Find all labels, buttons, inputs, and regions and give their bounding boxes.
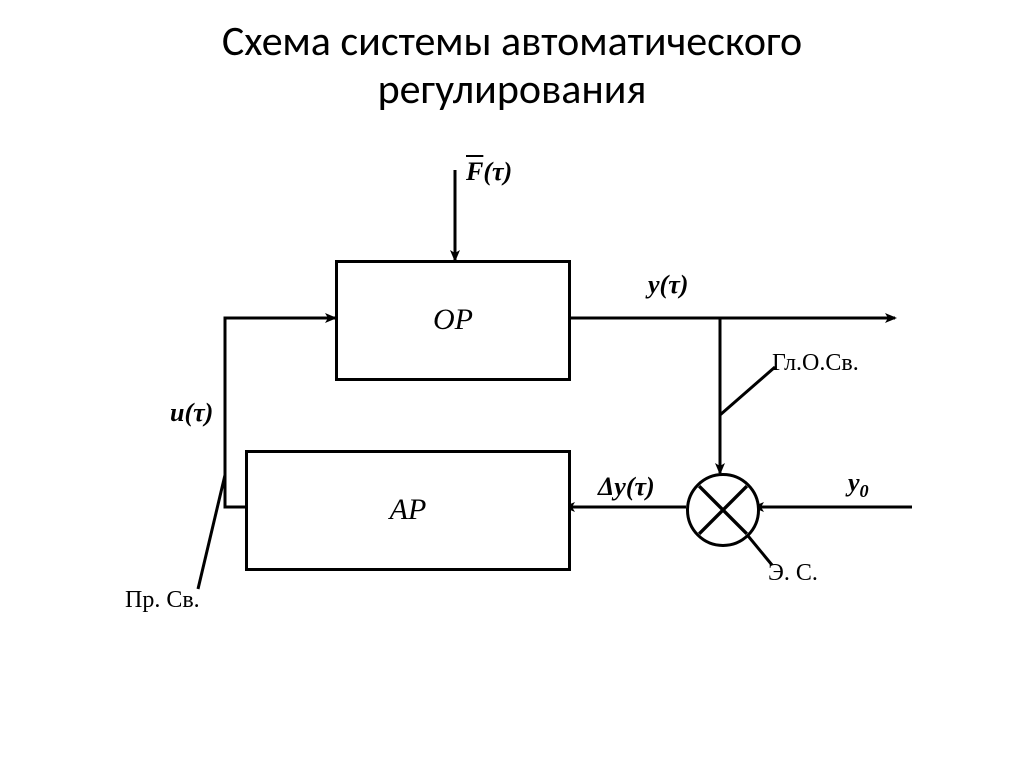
summator-node: [686, 473, 760, 547]
summator-cross-icon: [689, 476, 757, 544]
label-dy-tau: Δy(τ): [598, 472, 655, 502]
title-line-1: Схема системы автоматического: [222, 16, 802, 67]
title-line-2: регулирования: [378, 64, 647, 115]
diagram-stage: ОР АР F(τ) y(τ) u(τ) Δy(τ) y0 Гл.О.Св. П…: [0, 115, 1024, 735]
diagram-wires: [0, 115, 1024, 735]
block-ap-label: АР: [390, 493, 427, 527]
label-y0: y0: [848, 468, 869, 502]
label-f-tau: F(τ): [466, 157, 512, 187]
label-y-tau: y(τ): [648, 270, 688, 300]
wire-leader_pr: [198, 475, 225, 589]
label-es: Э. С.: [768, 560, 818, 587]
block-op: ОР: [335, 260, 571, 381]
wire-leader_gl: [720, 367, 775, 415]
label-gl-o-sv: Гл.О.Св.: [772, 350, 859, 377]
label-pr-sv: Пр. Св.: [125, 587, 200, 614]
block-ap: АР: [245, 450, 571, 571]
page-title: Схема системы автоматического регулирова…: [0, 0, 1024, 115]
label-u-tau: u(τ): [170, 398, 213, 428]
block-op-label: ОР: [433, 303, 473, 337]
